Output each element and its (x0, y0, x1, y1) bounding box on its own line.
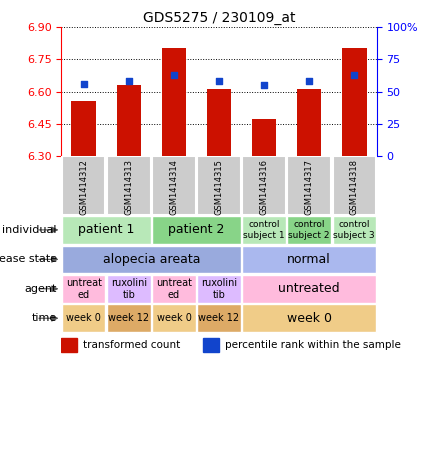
Bar (62, 304, 106, 332)
Text: ruxolini
tib: ruxolini tib (201, 278, 237, 299)
Bar (62, 246, 240, 273)
Text: week 0: week 0 (67, 313, 101, 323)
Bar (152, 304, 196, 332)
Text: individual: individual (3, 225, 57, 235)
Text: GSM1414312: GSM1414312 (79, 159, 88, 215)
Bar (198, 156, 240, 215)
Bar (198, 275, 240, 303)
Bar (242, 216, 286, 244)
Bar (198, 304, 240, 332)
Text: agent: agent (25, 284, 57, 294)
Text: GDS5275 / 230109_at: GDS5275 / 230109_at (143, 11, 295, 25)
Point (125, 78, 132, 85)
Text: GSM1414316: GSM1414316 (260, 159, 268, 215)
Point (80, 80, 87, 87)
Text: transformed count: transformed count (83, 340, 180, 350)
Bar (287, 156, 331, 215)
Bar (242, 156, 286, 215)
Bar (152, 156, 196, 215)
Bar (203, 338, 219, 352)
Bar (117, 85, 141, 156)
Text: time: time (32, 313, 57, 323)
Bar (107, 275, 151, 303)
Bar (62, 156, 106, 215)
Text: control
subject 1: control subject 1 (243, 220, 285, 240)
Point (215, 78, 223, 85)
Text: week 12: week 12 (108, 313, 149, 323)
Text: alopecia areata: alopecia areata (102, 253, 200, 266)
Bar (332, 216, 376, 244)
Bar (287, 216, 331, 244)
Text: percentile rank within the sample: percentile rank within the sample (225, 340, 401, 350)
Text: ruxolini
tib: ruxolini tib (111, 278, 147, 299)
Text: untreated: untreated (278, 282, 340, 295)
Text: GSM1414314: GSM1414314 (170, 159, 178, 215)
Bar (62, 216, 151, 244)
Text: control
subject 3: control subject 3 (333, 220, 375, 240)
Bar (332, 156, 376, 215)
Bar (242, 275, 376, 303)
Bar (297, 88, 321, 156)
Text: disease state: disease state (0, 254, 57, 265)
Bar (252, 119, 276, 156)
Bar (61, 338, 77, 352)
Bar (207, 88, 231, 156)
Bar (71, 101, 96, 156)
Text: untreat
ed: untreat ed (66, 278, 102, 299)
Bar (152, 275, 196, 303)
Point (261, 82, 268, 89)
Bar (242, 304, 376, 332)
Text: week 0: week 0 (156, 313, 191, 323)
Text: week 0: week 0 (286, 312, 332, 325)
Text: GSM1414315: GSM1414315 (215, 159, 223, 215)
Text: GSM1414317: GSM1414317 (304, 159, 314, 215)
Bar (342, 48, 367, 156)
Bar (62, 275, 106, 303)
Text: patient 1: patient 1 (78, 223, 134, 236)
Bar (162, 48, 186, 156)
Text: normal: normal (287, 253, 331, 266)
Point (170, 71, 177, 78)
Bar (107, 156, 151, 215)
Text: patient 2: patient 2 (168, 223, 225, 236)
Text: control
subject 2: control subject 2 (288, 220, 330, 240)
Text: week 12: week 12 (198, 313, 240, 323)
Text: GSM1414318: GSM1414318 (350, 159, 359, 215)
Text: untreat
ed: untreat ed (156, 278, 192, 299)
Bar (242, 246, 376, 273)
Point (306, 78, 313, 85)
Bar (107, 304, 151, 332)
Point (351, 71, 358, 78)
Text: GSM1414313: GSM1414313 (124, 159, 134, 215)
Bar (152, 216, 240, 244)
